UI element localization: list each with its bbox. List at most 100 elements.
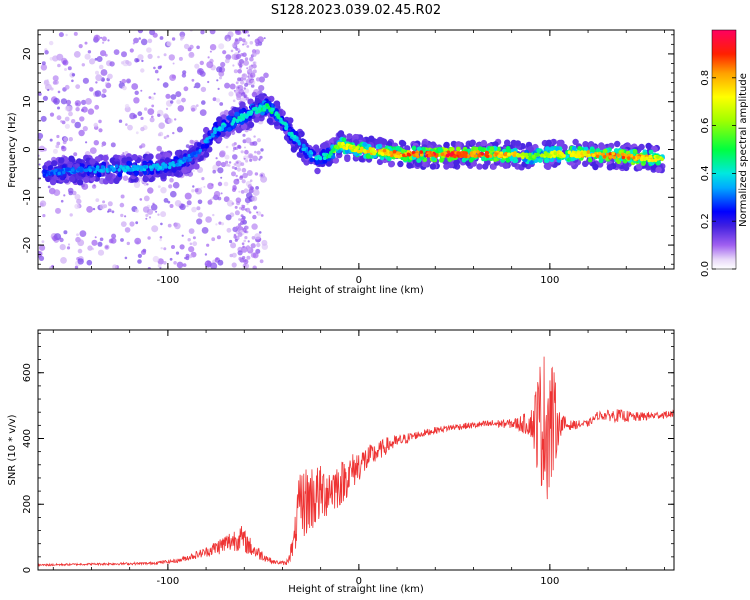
spectrogram-ridge-cell — [632, 149, 638, 154]
spectrogram-noise-cell — [147, 53, 153, 60]
spectrogram-ridge-cell — [171, 168, 177, 173]
spectrogram-noise-cell — [235, 53, 242, 60]
spectrogram-noise-cell — [229, 239, 233, 244]
spectrogram-noise-cell — [146, 183, 149, 186]
spectrogram-noise-cell — [138, 37, 141, 40]
spectrogram-noise-cell — [209, 50, 212, 53]
spectrogram-noise-cell — [201, 100, 206, 105]
spectrogram-ridge-cell — [374, 138, 382, 146]
spectrogram-noise-cell — [246, 67, 249, 70]
spectrogram-noise-cell — [39, 244, 46, 251]
spectrogram-ridge-cell — [416, 158, 421, 163]
spectrogram-noise-cell — [38, 250, 43, 258]
spectrogram-noise-cell — [101, 93, 106, 98]
spectrogram-noise-cell — [252, 189, 260, 196]
spectrogram-noise-cell — [166, 41, 172, 47]
spectrogram-noise-cell — [152, 255, 160, 263]
spectrogram-noise-cell — [133, 37, 139, 44]
spectrogram-noise-cell — [175, 91, 182, 98]
spectrogram-ridge-cell — [514, 140, 522, 147]
spectrogram-noise-cell — [157, 213, 160, 216]
spectrogram-noise-cell — [137, 30, 143, 34]
spectrogram-ridge-cell — [503, 152, 508, 157]
spectrogram-noise-cell — [109, 61, 115, 67]
spectrogram-ridge-cell — [216, 131, 222, 137]
spectrogram-noise-cell — [239, 63, 243, 68]
spectrogram-noise-cell — [154, 69, 159, 74]
spectrogram-noise-cell — [124, 215, 127, 218]
spectrogram-noise-cell — [89, 147, 97, 155]
spectrogram-ridge-cell — [178, 160, 183, 164]
spectrogram-noise-cell — [67, 243, 71, 246]
spectrogram-noise-cell — [263, 37, 266, 40]
spectrogram-noise-cell — [219, 102, 224, 106]
spectrogram-noise-cell — [84, 53, 91, 60]
spectrogram-ridge-cell — [227, 116, 233, 121]
spectrogram-ridge-cell — [650, 158, 655, 163]
spectrogram-noise-cell — [215, 160, 222, 167]
spectrogram-noise-cell — [64, 84, 70, 90]
spectrogram-noise-cell — [236, 161, 239, 164]
spectrogram-noise-cell — [59, 244, 66, 251]
spectrogram-ridge-cell — [647, 158, 652, 163]
spectrogram-noise-cell — [173, 261, 177, 265]
spectrogram-ridge-cell — [95, 167, 99, 171]
spectrogram-noise-cell — [191, 78, 195, 82]
spectrogram-noise-cell — [129, 221, 135, 227]
spectrogram-noise-cell — [234, 89, 239, 94]
spectrogram-ridge-cell — [334, 144, 338, 149]
spectrogram-noise-cell — [124, 103, 130, 109]
spectrogram-noise-cell — [200, 86, 207, 93]
spectrogram-noise-cell — [169, 177, 174, 183]
spectrogram-noise-cell — [63, 137, 68, 142]
spectrogram-ridge-cell — [119, 164, 123, 169]
spectrogram-noise-cell — [63, 194, 66, 197]
spectrogram-noise-cell — [254, 38, 260, 44]
spectrogram-noise-cell — [42, 214, 46, 218]
spectrogram-ridge-cell — [235, 118, 239, 123]
spectrogram-ridge-cell — [505, 146, 511, 151]
spectrogram-noise-cell — [242, 43, 245, 46]
spectrogram-noise-cell — [250, 84, 255, 88]
spectrogram-ridge-cell — [138, 171, 144, 177]
spectrogram-noise-cell — [187, 47, 192, 52]
spectrogram-noise-cell — [254, 150, 257, 154]
spectrogram-ridge-cell — [620, 152, 625, 157]
spectrogram-noise-cell — [225, 145, 229, 149]
spectrogram-ridge-cell — [371, 147, 376, 151]
spectrogram-ridge-cell — [96, 172, 102, 178]
spectrogram-ridge-cell — [94, 156, 101, 163]
spectrogram-noise-cell — [243, 87, 246, 90]
spectrogram-noise-cell — [243, 95, 247, 99]
spectrogram-noise-cell — [231, 143, 236, 147]
spectrogram-noise-cell — [140, 68, 145, 73]
spectrogram-noise-cell — [220, 192, 223, 195]
spectrogram-noise-cell — [259, 259, 264, 264]
spectrogram-noise-cell — [244, 88, 250, 94]
spectrogram-noise-cell — [191, 107, 196, 112]
spectrogram-ridge-cell — [54, 168, 58, 173]
spectrogram-ridge-cell — [571, 145, 577, 151]
spectrogram-noise-cell — [143, 195, 150, 202]
spectrogram-noise-cell — [100, 36, 103, 39]
spectrogram-ridge-cell — [516, 154, 520, 158]
spectrogram-noise-cell — [65, 99, 72, 105]
spectrogram-noise-cell — [233, 69, 238, 74]
spectrogram-noise-cell — [55, 207, 61, 214]
spectrogram-noise-cell — [120, 213, 124, 218]
spectrogram-noise-cell — [157, 65, 162, 70]
spectrogram-ridge-cell — [203, 139, 207, 143]
spectrogram-noise-cell — [186, 200, 192, 206]
spectrogram-ridge-cell — [337, 130, 345, 137]
spectrogram-noise-cell — [234, 210, 240, 216]
snr-x-ticks: -100 0 100 — [52, 330, 665, 587]
spectrogram-y-label: Frequency (Hz) — [7, 112, 18, 188]
spectrogram-noise-cell — [96, 56, 103, 62]
spectrogram-noise-cell — [111, 233, 117, 239]
spectrogram-ridge-cell — [198, 148, 203, 153]
spectrogram-ridge-cell — [528, 155, 533, 159]
spectrogram-ridge-cell — [531, 154, 536, 159]
spectrogram-noise-cell — [71, 119, 76, 124]
spectrogram-noise-cell — [148, 216, 152, 219]
spectrogram-noise-cell — [150, 204, 158, 211]
